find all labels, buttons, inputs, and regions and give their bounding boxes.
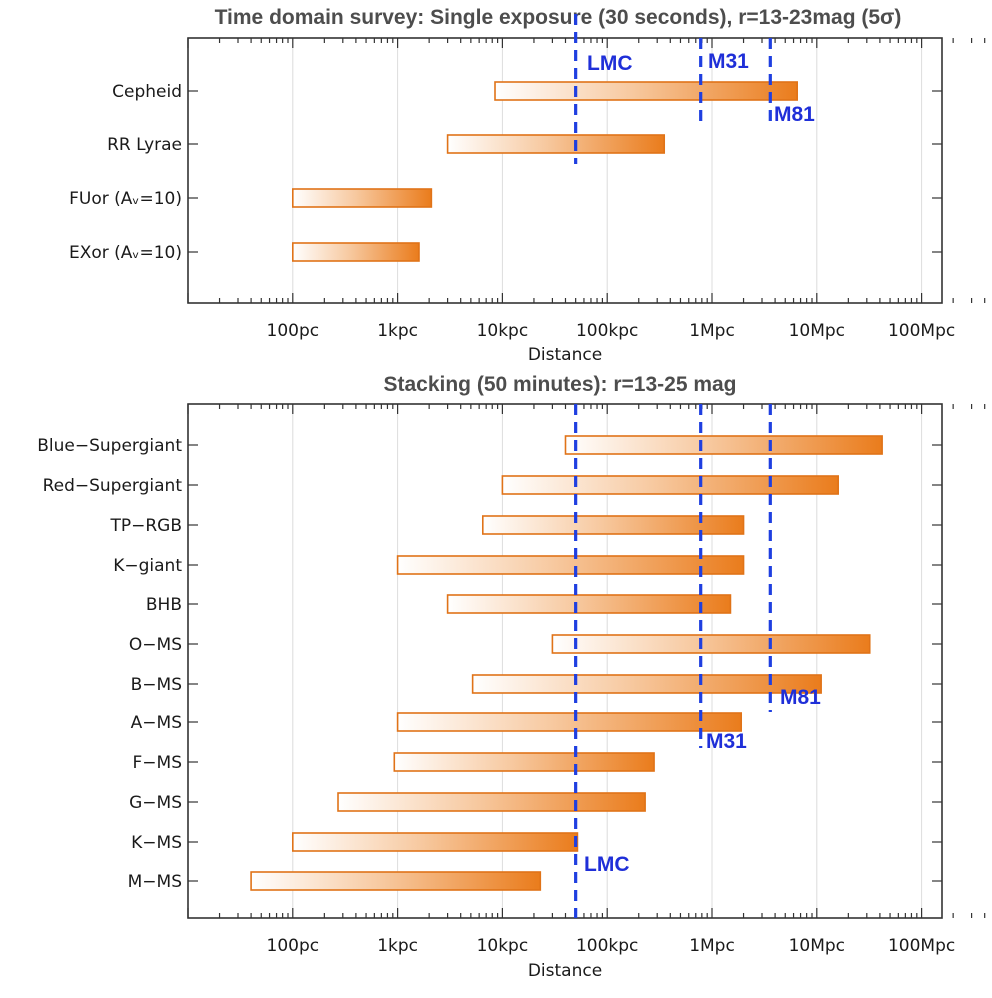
row-label: B−MS: [131, 675, 182, 695]
bar-layer: [291, 81, 798, 262]
range-bar: [291, 832, 579, 852]
x-tick-label: 1Mpc: [689, 936, 735, 956]
row-label: K−giant: [113, 556, 182, 576]
x-tick-label: 100pc: [267, 936, 320, 956]
x-tick-label: 100kpc: [576, 321, 638, 341]
range-bar: [291, 188, 433, 208]
x-tick-label: 10kpc: [477, 321, 529, 341]
row-label: Cepheid: [112, 82, 182, 102]
panel-single-exposure: Time domain survey: Single exposure (30 …: [69, 6, 986, 365]
reference-label: LMC: [587, 52, 633, 75]
x-tick-label: 100Mpc: [888, 321, 955, 341]
x-tick-label: 100kpc: [576, 936, 638, 956]
row-label: M−MS: [128, 872, 182, 892]
reference-line-layer: LMC M31 M81: [574, 404, 821, 918]
range-bar: [396, 712, 743, 732]
reference-line-layer: LMC M31 M81: [574, 14, 815, 164]
plot-frame: [187, 37, 943, 304]
tick-layer: [187, 38, 986, 303]
x-tick-label: 10Mpc: [789, 936, 845, 956]
range-bar: [446, 594, 732, 614]
bar-layer: [250, 435, 883, 891]
grid-layer: [292, 38, 923, 303]
x-tick-label: 100pc: [267, 321, 320, 341]
range-bar: [291, 242, 420, 262]
range-bar: [446, 134, 666, 154]
range-bar: [396, 555, 745, 575]
row-label: FUor (Aᵥ=10): [69, 189, 182, 209]
row-label: EXor (Aᵥ=10): [69, 243, 182, 263]
range-bar: [564, 435, 883, 455]
x-tick-label-layer: 100pc 1kpc 10kpc 100kpc 1Mpc 10Mpc 100Mpc: [267, 321, 956, 341]
range-bar: [250, 871, 542, 891]
row-label: A−MS: [131, 713, 182, 733]
row-label: G−MS: [129, 793, 182, 813]
range-bar: [393, 752, 655, 772]
x-tick-label: 1kpc: [377, 321, 418, 341]
reference-label: M31: [708, 50, 749, 73]
row-label-layer: Cepheid RR Lyrae FUor (Aᵥ=10) EXor (Aᵥ=10): [69, 82, 182, 263]
range-bar: [494, 81, 798, 101]
reference-label: LMC: [584, 853, 630, 876]
x-tick-label: 10kpc: [477, 936, 529, 956]
row-label: F−MS: [133, 753, 182, 773]
row-label: Blue−Supergiant: [37, 436, 182, 456]
range-bar: [481, 515, 745, 535]
x-axis-label: Distance: [528, 345, 602, 365]
row-label: RR Lyrae: [107, 135, 182, 155]
panel-title: Time domain survey: Single exposure (30 …: [215, 6, 902, 29]
range-bar: [551, 634, 871, 654]
reference-label: M31: [706, 730, 747, 753]
x-axis-label: Distance: [528, 961, 602, 981]
panel-stacking: Stacking (50 minutes): r=13-25 mag Blue−…: [37, 373, 986, 981]
x-tick-label: 100Mpc: [888, 936, 955, 956]
range-bar: [471, 674, 822, 694]
row-label: TP−RGB: [109, 516, 182, 536]
row-label: O−MS: [129, 635, 182, 655]
x-tick-label: 1kpc: [377, 936, 418, 956]
reference-label: M81: [774, 103, 815, 126]
x-tick-label-layer: 100pc 1kpc 10kpc 100kpc 1Mpc 10Mpc 100Mpc: [267, 936, 956, 956]
reference-label: M81: [780, 686, 821, 709]
row-label-layer: Blue−Supergiant Red−Supergiant TP−RGB K−gia…: [37, 436, 182, 892]
x-tick-label: 10Mpc: [789, 321, 845, 341]
tick-layer: [187, 404, 986, 918]
range-bar: [501, 475, 839, 495]
x-tick-label: 1Mpc: [689, 321, 735, 341]
row-label: Red−Supergiant: [43, 476, 183, 496]
panel-title: Stacking (50 minutes): r=13-25 mag: [383, 373, 736, 396]
range-bar: [337, 792, 646, 812]
row-label: K−MS: [131, 833, 182, 853]
row-label: BHB: [146, 595, 182, 615]
